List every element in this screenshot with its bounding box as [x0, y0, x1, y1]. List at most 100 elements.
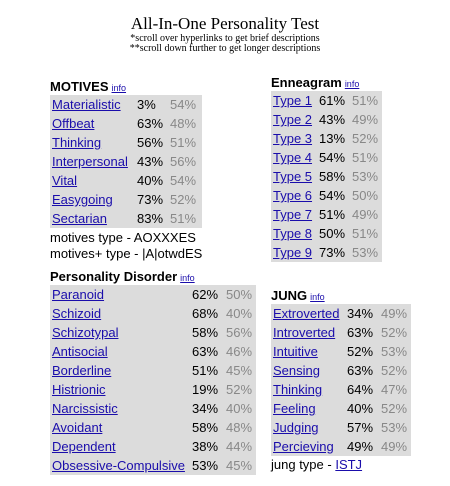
jung-trait-link[interactable]: Feeling — [273, 401, 316, 416]
disorder-score: 68% — [192, 306, 219, 321]
enneagram-average: 51% — [352, 93, 379, 108]
enneagram-row: Type 8 50% 51% — [273, 224, 382, 243]
jung-trait-link[interactable]: Thinking — [273, 382, 323, 397]
enneagram-row: Type 5 58% 53% — [273, 167, 382, 186]
jung-trait-link[interactable]: Extroverted — [273, 306, 340, 321]
enneagram-score: 43% — [319, 112, 346, 127]
enneagram-trait-link[interactable]: Type 6 — [273, 188, 313, 203]
disorder-score: 38% — [192, 439, 219, 454]
disorder-table: Paranoid 62% 50% Schizoid 68% 40% Schizotypal 5… — [50, 285, 256, 475]
motives-score: 43% — [137, 154, 164, 169]
motives-info-link[interactable]: info — [111, 83, 127, 93]
motives-trait-link[interactable]: Thinking — [52, 135, 102, 150]
motives-average: 56% — [170, 154, 197, 169]
motives-row: Easygoing 73% 52% — [52, 190, 202, 209]
disorder-heading: Personality Disorder — [50, 269, 178, 284]
jung-trait-link[interactable]: Introverted — [273, 325, 336, 340]
motives-score: 56% — [137, 135, 164, 150]
motives-row: Sectarian 83% 51% — [52, 209, 202, 228]
jung-score: 40% — [347, 401, 374, 416]
motives-trait-link[interactable]: Easygoing — [52, 192, 113, 207]
jung-trait-link[interactable]: Intuitive — [273, 344, 318, 359]
jung-row: Feeling 40% 52% — [273, 399, 411, 418]
motives-trait-link[interactable]: Offbeat — [52, 116, 95, 131]
enneagram-row: Type 9 73% 53% — [273, 243, 382, 262]
jung-table: Extroverted 34% 49% Introverted 63% 52% Intuit… — [271, 304, 411, 456]
motives-trait-link[interactable]: Materialistic — [52, 97, 121, 112]
jung-row: Percieving 49% 49% — [273, 437, 411, 456]
enneagram-trait-link[interactable]: Type 5 — [273, 169, 313, 184]
jung-row: Sensing 63% 52% — [273, 361, 411, 380]
motives-row: Materialistic 3% 54% — [52, 95, 202, 114]
disorder-row: Schizoid 68% 40% — [52, 304, 256, 323]
disorder-trait-link[interactable]: Dependent — [52, 439, 116, 454]
jung-average: 53% — [381, 344, 408, 359]
disorder-title: Personality Disorder info — [50, 269, 256, 285]
enneagram-trait-link[interactable]: Type 7 — [273, 207, 313, 222]
jung-title: JUNG info — [271, 288, 411, 304]
motives-type: motives type - AOXXXES — [50, 230, 196, 245]
jung-score: 52% — [347, 344, 374, 359]
disorder-trait-link[interactable]: Obsessive-Compulsive — [52, 458, 185, 473]
disorder-trait-link[interactable]: Borderline — [52, 363, 112, 378]
motives-score: 63% — [137, 116, 164, 131]
enneagram-score: 50% — [319, 226, 346, 241]
disorder-trait-link[interactable]: Paranoid — [52, 287, 105, 302]
motives-average: 52% — [170, 192, 197, 207]
motives-trait-link[interactable]: Interpersonal — [52, 154, 128, 169]
disorder-row: Dependent 38% 44% — [52, 437, 256, 456]
motives-row: Interpersonal 43% 56% — [52, 152, 202, 171]
disorder-score: 53% — [192, 458, 219, 473]
jung-type: jung type - ISTJ — [271, 457, 411, 473]
motives-trait-link[interactable]: Vital — [52, 173, 78, 188]
jung-average: 52% — [381, 401, 408, 416]
motives-row: Offbeat 63% 48% — [52, 114, 202, 133]
disorder-average: 44% — [226, 439, 253, 454]
jung-average: 49% — [381, 306, 408, 321]
enneagram-trait-link[interactable]: Type 2 — [273, 112, 313, 127]
disorder-trait-link[interactable]: Avoidant — [52, 420, 103, 435]
enneagram-average: 49% — [352, 207, 379, 222]
disorder-row: Borderline 51% 45% — [52, 361, 256, 380]
disorder-row: Avoidant 58% 48% — [52, 418, 256, 437]
motives-average: 54% — [170, 97, 197, 112]
enneagram-score: 13% — [319, 131, 346, 146]
motives-trait-link[interactable]: Sectarian — [52, 211, 107, 226]
enneagram-info-link[interactable]: info — [344, 79, 360, 89]
disorder-row: Histrionic 19% 52% — [52, 380, 256, 399]
jung-info-link[interactable]: info — [310, 292, 325, 302]
disorder-trait-link[interactable]: Schizoid — [52, 306, 102, 321]
hint-line-1: *scroll over hyperlinks to get brief des… — [130, 33, 320, 44]
disorder-average: 45% — [226, 458, 253, 473]
disorder-row: Narcissistic 34% 40% — [52, 399, 256, 418]
enneagram-trait-link[interactable]: Type 1 — [273, 93, 313, 108]
jung-type-prefix: jung type - — [271, 457, 336, 472]
enneagram-trait-link[interactable]: Type 3 — [273, 131, 313, 146]
enneagram-trait-link[interactable]: Type 8 — [273, 226, 313, 241]
jung-trait-link[interactable]: Percieving — [273, 439, 334, 454]
disorder-average: 56% — [226, 325, 253, 340]
jung-trait-link[interactable]: Judging — [273, 420, 319, 435]
enneagram-average: 50% — [352, 188, 379, 203]
jung-score: 64% — [347, 382, 374, 397]
motives-score: 3% — [137, 97, 156, 112]
jung-row: Extroverted 34% 49% — [273, 304, 411, 323]
disorder-trait-link[interactable]: Histrionic — [52, 382, 106, 397]
disorder-trait-link[interactable]: Antisocial — [52, 344, 108, 359]
enneagram-score: 58% — [319, 169, 346, 184]
disorder-info-link[interactable]: info — [180, 273, 195, 283]
disorder-section: Personality Disorder info Paranoid 62% 50% S… — [50, 269, 256, 475]
jung-score: 63% — [347, 325, 374, 340]
enneagram-trait-link[interactable]: Type 4 — [273, 150, 313, 165]
enneagram-trait-link[interactable]: Type 9 — [273, 245, 313, 260]
disorder-average: 45% — [226, 363, 253, 378]
disorder-score: 62% — [192, 287, 219, 302]
enneagram-score: 51% — [319, 207, 346, 222]
enneagram-average: 53% — [352, 169, 379, 184]
disorder-score: 34% — [192, 401, 219, 416]
disorder-trait-link[interactable]: Schizotypal — [52, 325, 119, 340]
jung-trait-link[interactable]: Sensing — [273, 363, 320, 378]
jung-type-link[interactable]: ISTJ — [335, 457, 363, 472]
disorder-average: 48% — [226, 420, 253, 435]
disorder-trait-link[interactable]: Narcissistic — [52, 401, 118, 416]
